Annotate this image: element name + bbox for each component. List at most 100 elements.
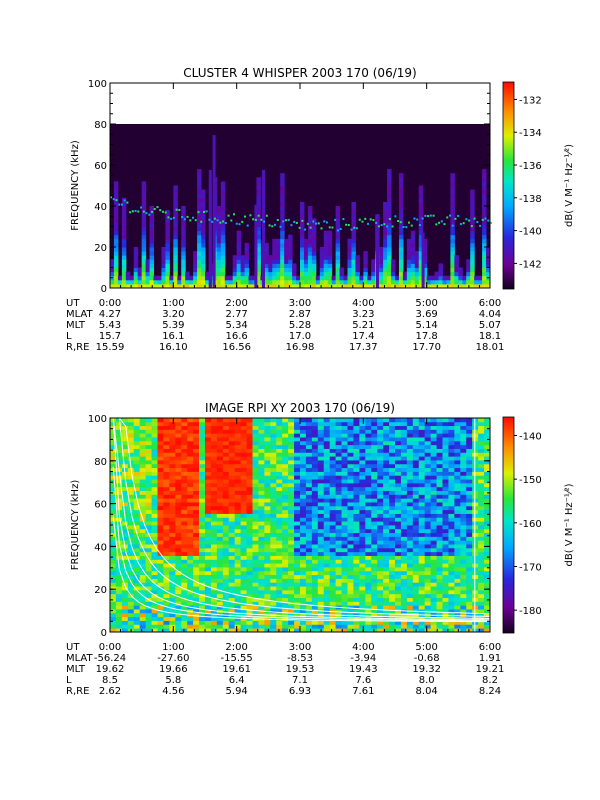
spectrogram-cell — [115, 418, 123, 423]
spectrogram-cell — [276, 528, 283, 534]
spectrogram-cell — [311, 601, 319, 606]
spectrogram-cell — [454, 628, 461, 633]
spectrogram-cell — [323, 418, 331, 423]
spectrogram-cell — [412, 582, 420, 587]
spectrogram-cell — [270, 460, 277, 465]
spectrogram-cell — [466, 601, 473, 606]
spectrogram-cell — [288, 251, 293, 256]
spectrogram-cell — [383, 210, 388, 215]
spectrogram-cell — [121, 440, 129, 446]
spectrogram-cell — [482, 259, 487, 264]
spectrogram-cell — [127, 490, 135, 495]
spectrogram-cell — [300, 238, 305, 244]
spectrogram-cell — [201, 197, 206, 203]
spectrogram-cell — [234, 544, 242, 549]
spectrogram-cell — [442, 544, 449, 549]
spectrogram-cell — [246, 597, 253, 602]
spectrogram-cell — [418, 502, 426, 507]
spectrogram-cell — [329, 547, 337, 553]
spectrogram-cell — [216, 267, 222, 273]
spectrogram-cell — [181, 259, 186, 264]
spectrogram-cell — [151, 521, 158, 526]
spectrogram-cell — [232, 275, 238, 281]
spectrogram-cell — [466, 452, 473, 457]
spectrogram-cell — [133, 259, 139, 264]
spectrogram-cell — [220, 251, 226, 256]
spectrogram-cell — [442, 498, 449, 503]
spectrogram-cell — [323, 540, 331, 545]
spectrogram-cell — [210, 589, 218, 595]
spectrogram-cell — [389, 456, 396, 461]
spectrogram-cell — [478, 283, 483, 289]
spectrogram-cell — [145, 425, 152, 430]
spectrogram-cell — [115, 547, 123, 553]
spectrogram-cell — [418, 544, 426, 549]
spectrogram-cell — [270, 517, 277, 522]
spectrogram-cell — [363, 251, 368, 256]
spectrogram-cell — [210, 544, 218, 549]
spectrogram-cell — [482, 169, 487, 174]
spectrogram-cell — [216, 471, 224, 476]
spectrogram-cell — [436, 597, 443, 602]
spectrogram-cell — [454, 555, 461, 560]
spectrogram-cell — [482, 275, 487, 281]
spectrogram-cell — [442, 448, 449, 453]
spectrogram-cell — [375, 218, 380, 223]
spectrogram-cell — [353, 563, 360, 568]
spectrogram-cell — [288, 547, 295, 553]
spectrogram-cell — [323, 460, 331, 465]
spectrogram-cell — [234, 612, 242, 618]
spectrogram-cell — [205, 498, 212, 503]
spectrogram-cell — [418, 421, 426, 427]
spectrogram-cell — [139, 513, 147, 518]
spectrogram-cell — [220, 263, 226, 268]
spectrogram-cell — [145, 275, 151, 281]
spectrogram-cell — [133, 247, 139, 252]
spectrogram-cell — [448, 574, 455, 579]
spectrogram-cell — [371, 620, 378, 625]
colorbar-tick-label: -140 — [519, 227, 542, 238]
spectrogram-cell — [347, 528, 354, 534]
spectrogram-cell — [264, 563, 271, 568]
spectrogram-cell — [232, 267, 238, 273]
spectrogram-cell — [327, 271, 333, 277]
spectrogram-cell — [311, 429, 319, 434]
spectrogram-cell — [414, 283, 420, 289]
spectrogram-cell — [121, 540, 129, 545]
spectrogram-cell — [121, 214, 127, 219]
spectrogram-cell — [240, 574, 247, 579]
spectrogram-cell — [193, 532, 200, 537]
spectrogram-cell — [323, 586, 331, 591]
spectrogram-cell — [311, 609, 319, 614]
spectrogram-cell — [199, 609, 206, 614]
spectrogram-cell — [472, 486, 479, 492]
spectrogram-cell — [175, 559, 182, 564]
spectrogram-cell — [234, 574, 242, 579]
plasma-line-point — [457, 214, 460, 217]
spectrogram-cell — [422, 238, 428, 244]
spectrogram-cell — [329, 532, 337, 537]
spectrogram-cell — [412, 563, 420, 568]
spectrogram-cell — [205, 570, 212, 576]
spectrogram-cell — [307, 271, 313, 277]
spectrogram-cell — [252, 502, 259, 507]
spectrogram-cell — [169, 479, 176, 484]
spectrogram-cell — [294, 567, 301, 572]
spectrogram-cell — [264, 463, 271, 469]
spectrogram-cell — [442, 624, 449, 629]
spectrogram-cell — [282, 551, 289, 556]
spectrogram-cell — [470, 214, 475, 219]
spectrogram-cell — [157, 429, 164, 434]
spectrogram-cell — [110, 559, 117, 564]
spectrogram-cell — [141, 242, 147, 248]
spectrogram-cell — [201, 271, 206, 277]
spectrogram-cell — [228, 544, 236, 549]
spectrogram-cell — [448, 589, 455, 595]
spectrogram-cell — [205, 620, 212, 625]
spectrogram-cell — [216, 628, 224, 633]
spectrogram-cell — [163, 555, 170, 560]
spectrogram-cell — [359, 582, 366, 587]
spectrogram-cell — [448, 540, 455, 545]
spectrogram-cell — [472, 498, 479, 503]
spectrogram-cell — [383, 509, 390, 514]
